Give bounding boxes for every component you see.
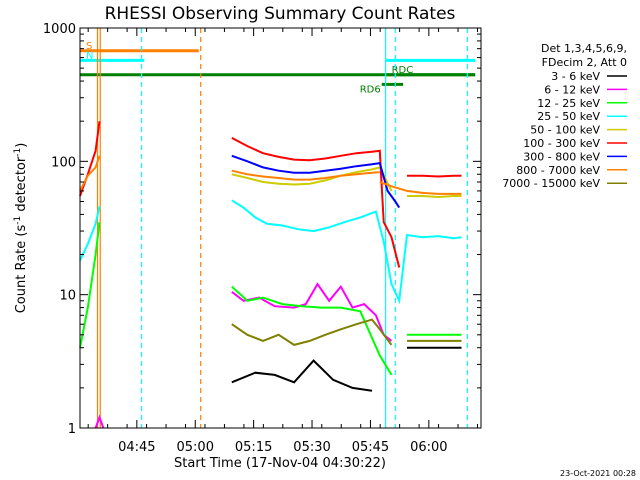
series-line xyxy=(231,137,401,268)
state-bar-label: RDC xyxy=(392,65,414,76)
series-line xyxy=(231,166,393,192)
y-tick-label: 1 xyxy=(68,422,76,437)
legend-entry-label: 800 - 7000 keV xyxy=(516,164,600,177)
y-axis-ticks: 1 10 100 1000 xyxy=(43,22,481,437)
y-tick-label: 100 xyxy=(51,155,76,170)
legend-entry-label: 12 - 25 keV xyxy=(537,97,600,110)
legend-header: FDecim 2, Att 0 xyxy=(542,56,627,69)
x-tick-label: 05:45 xyxy=(352,440,389,455)
series-line xyxy=(379,181,462,195)
series-lines xyxy=(79,121,462,429)
series-line xyxy=(79,221,101,348)
legend-entry-label: 7000 - 15000 keV xyxy=(502,177,600,190)
state-bar-label: RD6 xyxy=(360,84,381,95)
series-line xyxy=(231,359,373,392)
y-tick-label: 1000 xyxy=(43,22,76,37)
y-axis-label: Count Rate (s-1 detector-1) xyxy=(13,143,29,314)
y-tick-label: 10 xyxy=(59,289,76,304)
legend-entry-label: 300 - 800 keV xyxy=(523,150,600,163)
state-bar-label: N xyxy=(86,50,93,61)
x-tick-label: 05:30 xyxy=(293,440,330,455)
series-line xyxy=(231,285,393,376)
series-line xyxy=(407,195,462,199)
x-tick-label: 05:00 xyxy=(177,440,214,455)
legend: Det 1,3,4,5,6,9,FDecim 2, Att 03 - 6 keV… xyxy=(502,42,627,190)
x-tick-label: 05:15 xyxy=(235,440,272,455)
state-bar-label: S xyxy=(86,41,92,52)
legend-entry-label: 100 - 300 keV xyxy=(523,137,600,150)
series-line xyxy=(79,155,101,192)
series-line xyxy=(231,154,401,209)
series-line xyxy=(231,199,462,305)
series-line xyxy=(407,174,462,178)
series-line xyxy=(231,169,380,181)
series-line xyxy=(231,282,393,342)
x-axis-ticks: 04:45 05:00 05:15 05:30 05:45 06:00 xyxy=(87,28,478,455)
series-line xyxy=(79,206,101,262)
legend-header: Det 1,3,4,5,6,9, xyxy=(541,42,627,55)
x-tick-label: 06:00 xyxy=(410,440,447,455)
instrument-state-bars: SN RDC RD6 xyxy=(80,41,476,95)
x-axis-label: Start Time (17-Nov-04 04:30:22) xyxy=(174,456,386,471)
series-line xyxy=(231,318,393,346)
legend-entry-label: 25 - 50 keV xyxy=(537,110,600,123)
footer-date: 23-Oct-2021 00:28 xyxy=(560,469,636,478)
legend-entry-label: 6 - 12 keV xyxy=(544,83,600,96)
plot-frame xyxy=(79,27,482,429)
chart-title: RHESSI Observing Summary Count Rates xyxy=(105,4,456,24)
state-transition-lines xyxy=(96,28,468,428)
x-tick-label: 04:45 xyxy=(118,440,155,455)
series-line xyxy=(94,414,105,429)
legend-entry-label: 50 - 100 keV xyxy=(530,124,600,137)
legend-entry-label: 3 - 6 keV xyxy=(551,70,600,83)
